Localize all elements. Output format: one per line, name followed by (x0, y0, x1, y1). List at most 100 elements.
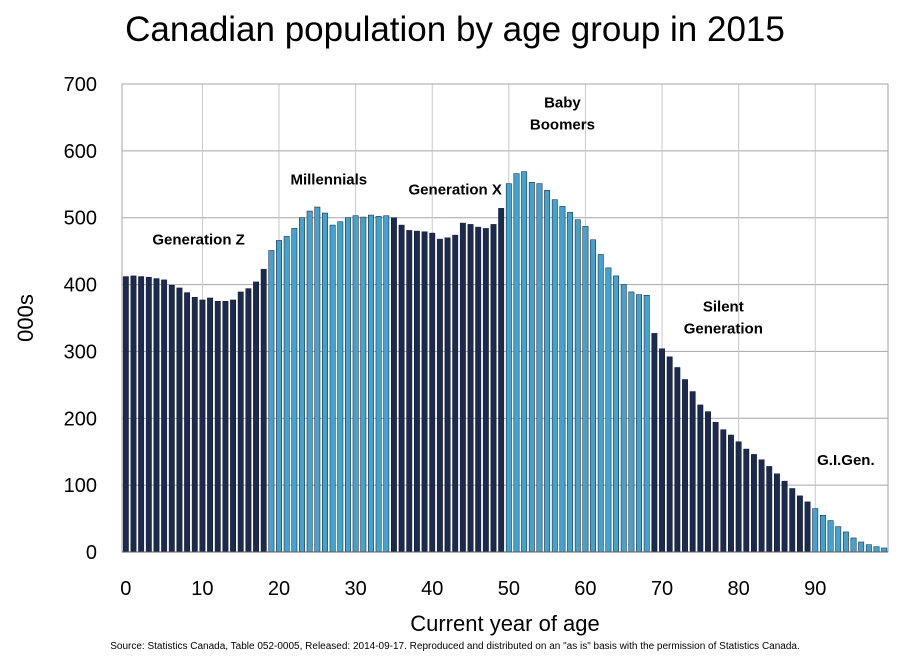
generation-label-line: Boomers (530, 116, 595, 133)
bar-age-47 (482, 228, 489, 553)
bar-age-71 (666, 356, 673, 553)
generation-label-line: Silent (703, 298, 744, 315)
bar-age-10 (199, 299, 206, 553)
generation-label-line: Generation X (409, 181, 502, 198)
bar-age-24 (306, 210, 313, 553)
bar-age-0 (122, 276, 129, 553)
generation-label-line: G.I.Gen. (817, 452, 875, 469)
bar-age-90 (812, 508, 819, 553)
bar-age-27 (329, 224, 336, 553)
bar-age-4 (153, 278, 160, 553)
bar-age-15 (237, 291, 244, 553)
y-tick-label: 500 (64, 208, 97, 230)
x-tick-label: 40 (421, 578, 443, 600)
bar-age-8 (184, 292, 191, 553)
x-tick-label: 50 (498, 578, 520, 600)
bar-age-39 (421, 231, 428, 553)
bar-age-66 (628, 291, 635, 553)
bar-age-91 (819, 514, 826, 553)
bar-age-41 (436, 238, 443, 553)
generation-label: G.I.Gen. (817, 452, 875, 469)
y-axis-title: 000s (13, 294, 38, 342)
x-tick-label: 90 (804, 578, 826, 600)
bar-age-20 (276, 240, 282, 553)
bar-age-73 (682, 379, 688, 553)
bar-age-68 (643, 295, 650, 553)
bar-age-65 (620, 284, 627, 553)
bar-age-70 (659, 348, 665, 553)
y-tick-label: 600 (64, 141, 97, 163)
y-tick-label: 400 (64, 275, 97, 297)
bar-age-51 (513, 173, 520, 553)
bar-age-6 (168, 284, 175, 553)
generation-label: Silent Generation (684, 298, 763, 337)
bar-age-61 (590, 239, 597, 553)
bar-age-22 (291, 228, 298, 553)
x-tick-labels: 0 10 20 30 40 50 60 70 80 90 (120, 578, 826, 600)
bar-age-14 (230, 299, 237, 553)
bar-age-18 (260, 268, 267, 553)
bar-age-42 (444, 237, 451, 553)
bar-age-31 (360, 216, 367, 553)
generation-label-line: Millennials (290, 171, 367, 188)
bar-age-32 (368, 214, 374, 553)
bar-age-59 (574, 219, 581, 553)
x-tick-label: 0 (120, 578, 131, 600)
bar-age-69 (651, 333, 658, 553)
bar-age-76 (705, 411, 711, 553)
y-tick-label: 100 (64, 475, 97, 497)
bar-age-43 (452, 234, 459, 553)
chart-title: Canadian population by age group in 2015 (125, 10, 785, 49)
bar-age-1 (130, 275, 137, 553)
bar-age-57 (559, 206, 566, 553)
generation-label-line: Generation (684, 320, 763, 337)
bar-age-74 (689, 391, 696, 553)
bar-age-86 (781, 480, 788, 553)
bar-age-81 (743, 448, 750, 553)
bar-age-67 (636, 294, 642, 553)
bar-age-35 (390, 217, 397, 553)
bar-age-34 (383, 215, 390, 553)
bar-age-9 (191, 297, 198, 553)
bar-age-17 (253, 281, 259, 553)
bar-age-49 (498, 208, 505, 553)
bar-age-84 (766, 466, 773, 553)
generation-label: Generation X (409, 181, 502, 198)
bar-age-92 (827, 520, 834, 553)
bar-age-82 (751, 454, 757, 553)
x-axis-title: Current year of age (410, 611, 600, 636)
bar-age-44 (459, 222, 466, 553)
bar-age-29 (345, 217, 351, 553)
bar-age-88 (796, 495, 803, 553)
bar-age-16 (245, 288, 252, 553)
bar-age-56 (551, 199, 558, 553)
generation-label-line: Generation Z (152, 231, 245, 248)
bar-age-50 (505, 183, 512, 553)
bar-age-77 (712, 422, 719, 553)
y-tick-label: 0 (86, 542, 97, 564)
bar-age-3 (145, 276, 152, 553)
bar-age-98 (873, 546, 880, 553)
bar-age-25 (314, 206, 321, 553)
bar-age-93 (835, 526, 842, 553)
x-tick-label: 60 (574, 578, 596, 600)
bar-age-38 (413, 230, 420, 553)
bar-age-12 (214, 301, 221, 553)
bar-age-52 (521, 171, 528, 553)
bar-age-85 (773, 473, 780, 553)
y-tick-label: 700 (64, 74, 97, 96)
generation-label-line: Baby (544, 94, 581, 111)
bar-age-83 (758, 459, 765, 553)
bar-age-72 (674, 367, 681, 553)
x-tick-label: 30 (345, 578, 367, 600)
bar-age-28 (337, 221, 344, 553)
source-note: Source: Statistics Canada, Table 052-000… (110, 641, 800, 652)
bar-age-19 (268, 250, 275, 553)
generation-label: Millennials (290, 171, 367, 188)
bar-age-21 (283, 236, 290, 553)
bar-age-48 (490, 224, 497, 553)
generation-label: Baby Boomers (530, 94, 595, 133)
plot-area (122, 84, 888, 552)
bar-age-46 (475, 226, 482, 553)
